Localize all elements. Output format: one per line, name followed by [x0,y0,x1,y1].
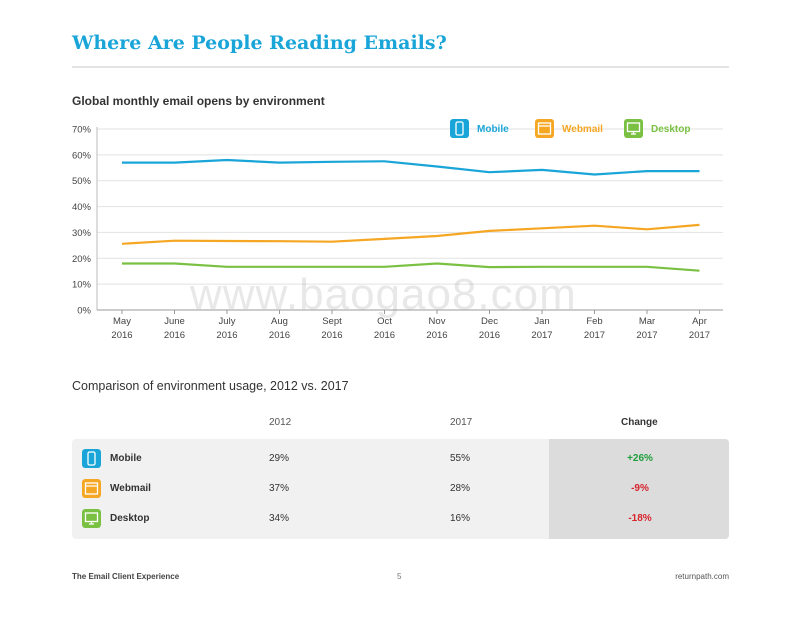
table-row: Desktop 34% 16% -18% [72,509,729,533]
row-label: Desktop [110,513,150,524]
value-2017: 55% [450,453,471,464]
y-tick-label: 60% [72,150,92,161]
mobile-phone-icon [450,119,469,138]
x-tick-label: Dec 2016 [479,316,500,341]
line-chart: 0% 10% 20% 30% 40% 50% 60% 70% May 2016 June 2016 J… [72,119,723,341]
series-line-mobile [122,158,700,176]
legend-label-desktop: Desktop [651,124,690,135]
x-tick-label: Jan 2017 [531,316,552,341]
value-change: +26% [627,453,653,464]
legend-label-mobile: Mobile [477,124,509,135]
x-tick-label: Aug 2016 [269,316,290,341]
browser-window-icon [535,119,554,138]
chart-title: Global monthly email opens by environmen… [72,94,325,108]
browser-window-icon [82,479,101,498]
x-tick-label: Nov 2016 [426,316,447,341]
y-tick-label: 70% [72,125,92,136]
footer-page-number: 5 [397,572,402,581]
footer-website: returnpath.com [675,572,729,581]
value-2012: 34% [269,513,290,524]
x-tick-label: Oct 2016 [374,316,395,341]
change-column-background [549,439,729,539]
row-label: Mobile [110,453,142,464]
y-tick-label: 20% [72,254,92,265]
mobile-phone-icon-glyph [82,449,101,468]
x-tick-label: Mar 2017 [636,316,657,341]
value-change: -9% [631,483,649,494]
x-tick-label: Sept 2016 [321,316,342,341]
x-tick-label: Apr 2017 [689,316,710,341]
y-axis: 0% 10% 20% 30% 40% 50% 60% 70% [72,125,723,317]
desktop-monitor-icon [624,119,643,138]
column-header-2012: 2012 [269,417,292,428]
page-title: Where Are People Reading Emails? [72,32,447,54]
desktop-monitor-icon-glyph [82,509,101,528]
y-tick-label: 40% [72,202,92,213]
value-2017: 16% [450,513,471,524]
column-header-change: Change [621,417,658,428]
series-line-desktop [122,262,700,272]
y-tick-label: 10% [72,280,92,291]
value-2012: 37% [269,483,290,494]
x-axis: May 2016 June 2016 July 2016 Aug 2016 Sept 2016 Oc… [111,310,710,341]
desktop-monitor-icon [82,509,101,528]
x-tick-label: May 2016 [111,316,132,341]
chart-series [121,158,700,272]
column-header-2017: 2017 [450,417,473,428]
legend-label-webmail: Webmail [562,124,603,135]
value-2012: 29% [269,453,290,464]
browser-window-icon-glyph [82,479,101,498]
series-line-webmail [121,223,700,245]
title-divider [72,66,729,68]
x-tick-label: June 2016 [164,316,185,341]
table-row: Mobile 29% 55% +26% [72,449,729,473]
row-label: Webmail [110,483,151,494]
y-tick-label: 0% [77,306,91,317]
x-tick-label: Feb 2017 [584,316,605,341]
chart-grid [97,128,723,285]
chart-legend: Mobile Webmail Desktop [450,119,690,138]
value-2017: 28% [450,483,471,494]
table-row: Webmail 37% 28% -9% [72,479,729,503]
table-title: Comparison of environment usage, 2012 vs… [72,379,349,393]
x-tick-label: July 2016 [216,316,237,341]
value-change: -18% [628,513,652,524]
footer-document-title: The Email Client Experience [72,572,180,581]
y-tick-label: 50% [72,176,92,187]
mobile-phone-icon [82,449,101,468]
y-tick-label: 30% [72,228,92,239]
